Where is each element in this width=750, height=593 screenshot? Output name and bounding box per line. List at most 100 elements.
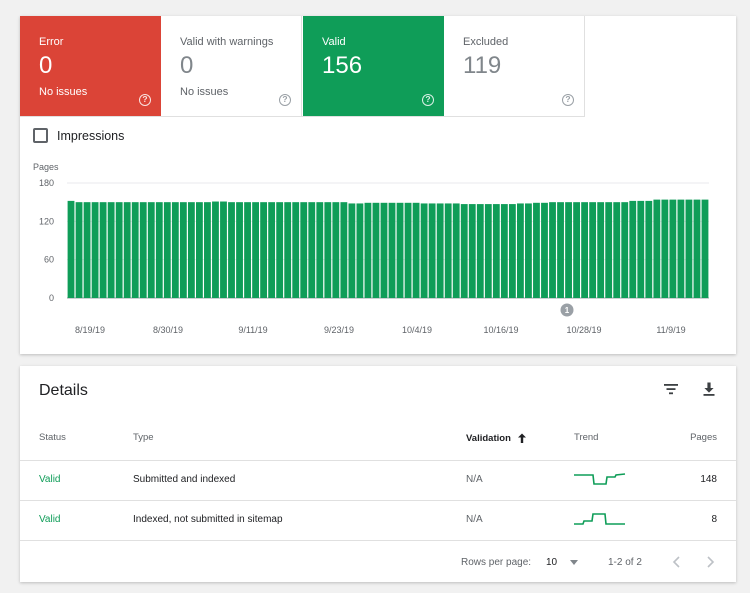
download-icon[interactable] [700,380,718,398]
warnings-tile-count: 0 [180,52,194,79]
chart-bar [123,202,131,298]
chart-bar [677,199,685,298]
y-tick-label: 120 [39,216,54,226]
chart-bar [645,200,653,298]
table-row[interactable]: Valid Indexed, not submitted in sitemap … [20,501,736,540]
column-header-validation[interactable]: Validation [466,432,528,444]
chart-bar [629,200,637,298]
help-icon[interactable]: ? [279,94,291,106]
x-tick-label: 11/9/19 [656,325,685,335]
y-tick-label: 0 [49,293,54,303]
excluded-tile-label: Excluded [463,36,509,48]
column-header-status[interactable]: Status [39,432,66,443]
chart-bar [492,204,500,298]
chart-bar [372,202,380,298]
chart-bar [428,203,436,298]
chart-bar [621,202,629,298]
chart-bar [484,204,492,298]
chart-bar [364,202,372,298]
chart-bar [404,202,412,298]
x-tick-label: 9/11/19 [238,325,267,335]
chart-bar [308,202,316,298]
excluded-tile[interactable]: Excluded 119 ? [444,16,585,117]
chart-bar [252,202,259,298]
chart-bar [396,202,404,298]
valid-tile[interactable]: Valid 156 ? [303,16,444,117]
chart-bar [179,202,187,298]
chart-bar [685,199,693,298]
column-header-pages[interactable]: Pages [690,432,717,443]
chart-bar [139,202,147,298]
help-icon[interactable]: ? [562,94,574,106]
caret-down-icon [570,559,579,565]
impressions-checkbox[interactable] [33,128,48,143]
help-icon[interactable]: ? [422,94,434,106]
y-axis-title: Pages [33,162,59,172]
chart-bar [669,199,677,298]
row-validation: N/A [466,514,483,525]
chart-bar [476,204,484,298]
chart-bar [653,199,661,298]
rows-per-page-label: Rows per page: [461,557,532,568]
row-type: Submitted and indexed [133,474,236,485]
chart-bar [613,202,621,298]
chart-bar [605,202,613,298]
chart-bar [637,200,645,298]
page-range: 1-2 of 2 [608,557,642,568]
chart-bar [549,202,556,298]
chart-bar [204,202,211,298]
chart-bar [340,202,348,298]
x-tick-label: 10/28/19 [566,325,601,335]
chart-bar [115,202,123,298]
status-summary-card: Error 0 No issues ? Valid with warnings … [20,16,736,354]
annotation-label: 1 [565,306,570,315]
error-tile-subtext: No issues [39,86,88,98]
impressions-toggle[interactable]: Impressions [33,128,124,143]
chart-bar [460,204,468,298]
row-type: Indexed, not submitted in sitemap [133,514,283,525]
chart-bar [131,202,139,298]
help-icon[interactable]: ? [139,94,151,106]
error-tile-label: Error [39,36,64,48]
chart-bar [517,203,524,298]
chart-bar [332,202,340,298]
chevron-left-icon[interactable] [669,554,685,570]
chart-bar [693,199,701,298]
chart-bar [316,202,324,298]
chart-bar [292,202,300,298]
y-tick-label: 180 [39,178,54,188]
pagination: Rows per page: 10 1-2 of 2 [20,550,736,574]
rows-per-page-select[interactable]: 10 [546,553,579,571]
chart-bar [452,203,460,298]
x-tick-label: 8/19/19 [75,325,105,335]
details-card: Details Status Type Validation Trend Pag… [20,366,736,582]
row-status: Valid [39,474,61,485]
x-tick-label: 10/16/19 [483,325,518,335]
details-title: Details [39,382,88,399]
valid-tile-count: 156 [322,52,363,79]
x-tick-label: 9/23/19 [324,325,354,335]
impressions-label: Impressions [57,128,125,143]
chart-bar [573,202,580,298]
y-tick-label: 60 [44,255,54,265]
filter-icon[interactable] [662,380,680,398]
row-validation: N/A [466,474,483,485]
excluded-tile-count: 119 [463,52,502,79]
chart-bar [661,199,669,298]
chart-bar [171,202,179,298]
chart-bar [356,203,364,298]
table-row[interactable]: Valid Submitted and indexed N/A 148 [20,461,736,500]
chart-bar [147,202,155,298]
chart-bar [75,202,83,298]
chart-bar [220,201,227,298]
valid-with-warnings-tile[interactable]: Valid with warnings 0 No issues ? [161,16,302,117]
column-header-type[interactable]: Type [133,432,154,443]
chevron-right-icon[interactable] [702,554,718,570]
trend-sparkline [574,473,626,485]
chart-bar [324,202,332,298]
x-tick-label: 8/30/19 [153,325,183,335]
chart-bar [348,203,356,298]
error-tile[interactable]: Error 0 No issues ? [20,16,161,117]
annotation-marker [560,303,574,317]
chart-bar [412,202,420,298]
